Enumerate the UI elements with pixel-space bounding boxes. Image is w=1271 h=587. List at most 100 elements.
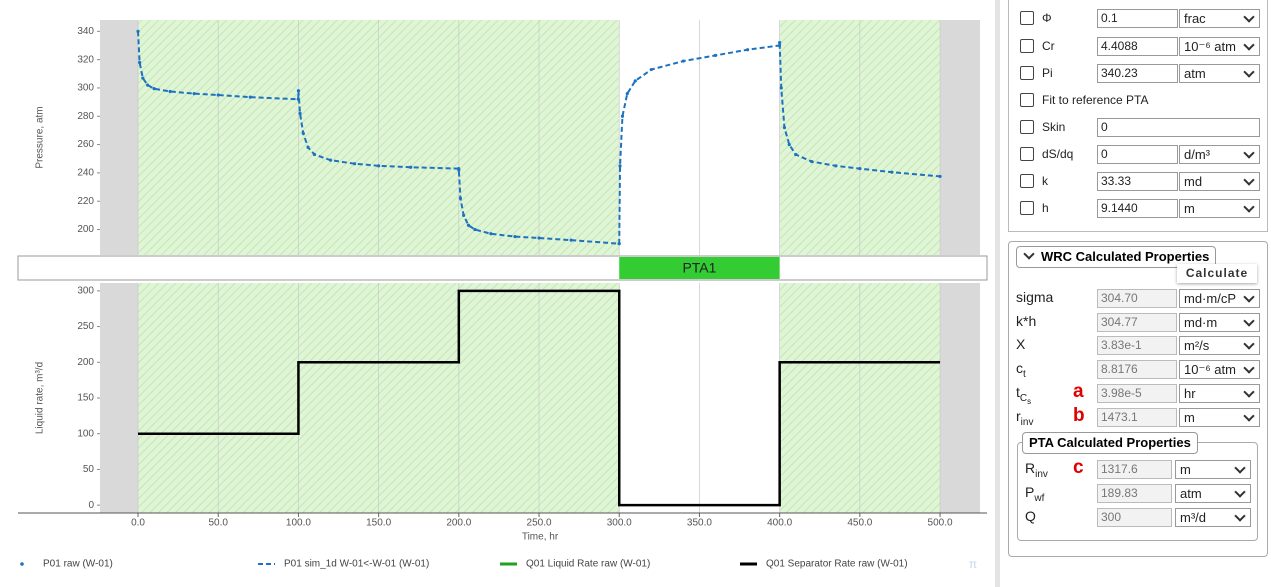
legend-label: Q01 Separator Rate raw (W-01) <box>766 559 908 570</box>
parameters-panel <box>1008 0 1268 232</box>
unit-select[interactable]: md <box>1179 172 1260 191</box>
x-tick-label: 250.0 <box>527 518 552 529</box>
x-tick-label: 0.0 <box>131 518 145 529</box>
x-tick-label: 450.0 <box>847 518 872 529</box>
inactive-region <box>100 20 139 255</box>
field-label: rinv <box>1016 408 1033 428</box>
unit-select[interactable]: hr <box>1179 384 1260 403</box>
y-tick-label: 320 <box>77 54 94 65</box>
checkbox[interactable] <box>1020 66 1034 80</box>
x-tick-label: 150.0 <box>366 518 391 529</box>
chevron <box>1243 39 1255 51</box>
value-input[interactable]: 0.1 <box>1097 9 1178 28</box>
unit-select[interactable]: md·m <box>1179 313 1260 332</box>
y-tick-label: 300 <box>77 83 94 94</box>
subscript-text: C <box>1019 392 1028 404</box>
subscript-text: wf <box>1034 492 1045 504</box>
field-label: Q <box>1025 508 1036 524</box>
chevron <box>1243 11 1255 23</box>
label-subscript: inv <box>1021 417 1034 428</box>
section-title: WRC Calculated Properties <box>1041 249 1210 264</box>
chevron <box>1243 338 1255 350</box>
charts: 200 220 240 260 280 300 320 340 Pressure, atm 0.0… <box>17 20 988 571</box>
chevron <box>1243 201 1255 213</box>
chevron <box>1243 410 1255 422</box>
scrollbar[interactable] <box>995 0 1000 587</box>
x-tick-label: 50.0 <box>208 518 228 529</box>
field-label: ct <box>1016 360 1026 380</box>
inactive-region <box>100 283 139 513</box>
y-tick-label: 200 <box>77 357 94 368</box>
unit-select[interactable]: d/m³ <box>1179 145 1260 164</box>
series-line <box>137 31 941 245</box>
calculate-button[interactable]: Calculate <box>1177 264 1257 283</box>
field-label: Pwf <box>1025 484 1044 504</box>
x-tick-label: 500.0 <box>928 518 953 529</box>
value-input[interactable]: 9.1440 <box>1097 199 1178 218</box>
unit-select[interactable]: m <box>1175 460 1251 479</box>
label-text: Skin <box>1042 120 1066 134</box>
unit-select[interactable]: m <box>1179 408 1260 427</box>
data-point <box>778 41 782 45</box>
chevron <box>1243 174 1255 186</box>
section-legend[interactable]: WRC Calculated Properties <box>1016 246 1217 268</box>
checkbox[interactable] <box>1020 11 1034 25</box>
y-axis-label: Pressure, atm <box>35 106 46 168</box>
data-point <box>152 87 156 91</box>
pta-label: PTA1 <box>682 260 716 276</box>
y-axis-label: Liquid rate, m³/d <box>35 362 46 434</box>
value-input[interactable]: 33.33 <box>1097 172 1178 191</box>
y-tick-label: 100 <box>77 428 94 439</box>
label-text: h <box>1042 201 1049 215</box>
chevron <box>1234 486 1246 498</box>
field-label: X <box>1016 336 1025 352</box>
field-label: Skin <box>1042 120 1065 134</box>
value-input[interactable]: 0 <box>1097 118 1260 137</box>
unit-select[interactable]: md·m/cP <box>1179 289 1260 308</box>
legend-marker <box>20 562 24 566</box>
unit-select[interactable]: atm <box>1175 484 1251 503</box>
data-point <box>618 164 622 168</box>
x-tick-label: 400.0 <box>767 518 792 529</box>
chevron <box>1243 66 1255 78</box>
unit-select[interactable]: m <box>1179 199 1260 218</box>
checkbox[interactable] <box>1020 93 1034 107</box>
value-input[interactable]: 4.4088 <box>1097 37 1178 56</box>
unit-select[interactable]: 10⁻⁶ atm <box>1179 360 1260 379</box>
data-point <box>298 111 302 116</box>
label-subscript: Cs <box>1019 392 1031 406</box>
chevron <box>1243 147 1255 159</box>
value-output: 300 <box>1097 508 1172 527</box>
subscript-text: inv <box>1020 416 1034 428</box>
pta-track <box>17 255 988 281</box>
checkbox[interactable] <box>1020 201 1034 215</box>
value-input[interactable]: 0 <box>1097 145 1178 164</box>
value-input[interactable]: 340.23 <box>1097 64 1178 83</box>
value-output: 304.70 <box>1097 289 1177 308</box>
label-text: c <box>1016 360 1023 376</box>
label-text: X <box>1016 336 1026 352</box>
unit-select[interactable]: atm <box>1179 64 1260 83</box>
label-text: sigma <box>1016 289 1054 305</box>
unit-select[interactable]: 10⁻⁶ atm <box>1179 37 1260 56</box>
wrc-panel <box>1008 241 1268 557</box>
checkbox[interactable] <box>1020 174 1034 188</box>
section-legend: PTA Calculated Properties <box>1022 432 1198 454</box>
label-text: t <box>1016 384 1020 400</box>
checkbox[interactable] <box>1020 120 1034 134</box>
unit-select[interactable]: m²/s <box>1179 336 1260 355</box>
value-output: 189.83 <box>1097 484 1172 503</box>
value-output: 3.98e-5 <box>1097 384 1177 403</box>
value-output: 1473.1 <box>1097 408 1177 427</box>
checkbox[interactable] <box>1020 147 1034 161</box>
label-text: r <box>1016 408 1021 424</box>
label-text: k*h <box>1016 313 1037 329</box>
checkbox[interactable] <box>1020 39 1034 53</box>
x-tick-label: 200.0 <box>446 518 471 529</box>
label-subscript: wf <box>1034 493 1044 504</box>
field-label: Fit to reference PTA <box>1042 93 1148 107</box>
unit-select[interactable]: frac <box>1179 9 1260 28</box>
label-text: Q <box>1025 508 1036 524</box>
unit-select[interactable]: m³/d <box>1175 508 1251 527</box>
x-axis-label: Time, hr <box>522 532 559 543</box>
